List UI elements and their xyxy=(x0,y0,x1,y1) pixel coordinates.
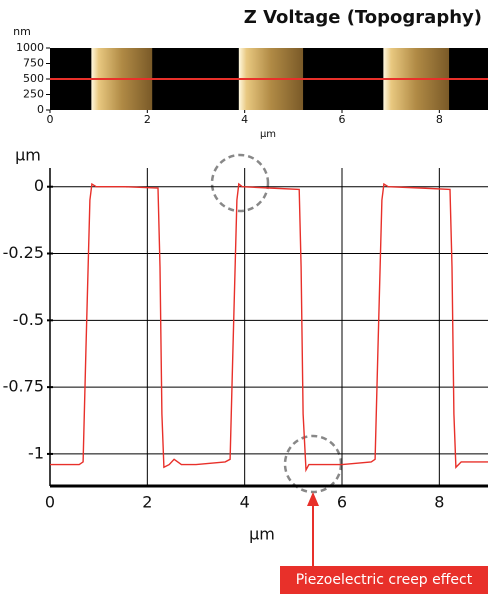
x-tick-label: 6 xyxy=(337,493,347,512)
x-tick-label: 8 xyxy=(434,493,444,512)
chart: Z Voltage (Topography) Piezoelectric cre… xyxy=(0,0,488,594)
x-tick-label: 4 xyxy=(240,493,250,512)
y-tick-label: 0 xyxy=(34,176,44,195)
x-axis-label: µm xyxy=(260,129,276,140)
chart-title: Z Voltage (Topography) xyxy=(244,7,482,28)
y-tick-label: -0.5 xyxy=(13,310,44,329)
y-axis-label: nm xyxy=(13,25,31,38)
x-axis-label: µm xyxy=(249,525,275,544)
y-tick-label: 1000 xyxy=(16,41,44,54)
x-tick-label: 0 xyxy=(45,493,55,512)
y-axis-label: µm xyxy=(15,146,41,165)
y-tick-label: 500 xyxy=(23,72,44,85)
x-tick-label: 2 xyxy=(142,493,152,512)
x-tick-label: 8 xyxy=(436,113,443,126)
y-tick-label: 250 xyxy=(23,88,44,101)
arrow-head xyxy=(307,492,319,506)
y-tick-label: -1 xyxy=(28,443,44,462)
highlight-circle xyxy=(212,155,268,211)
x-tick-label: 2 xyxy=(144,113,151,126)
annotation: Piezoelectric creep effect xyxy=(296,572,473,588)
y-tick-label: 0 xyxy=(37,103,44,116)
data-line xyxy=(50,184,488,470)
x-tick-label: 0 xyxy=(47,113,54,126)
x-tick-label: 6 xyxy=(339,113,346,126)
x-tick-label: 4 xyxy=(241,113,248,126)
y-tick-label: -0.75 xyxy=(3,377,44,396)
y-tick-label: -0.25 xyxy=(3,243,44,262)
y-tick-label: 750 xyxy=(23,57,44,70)
